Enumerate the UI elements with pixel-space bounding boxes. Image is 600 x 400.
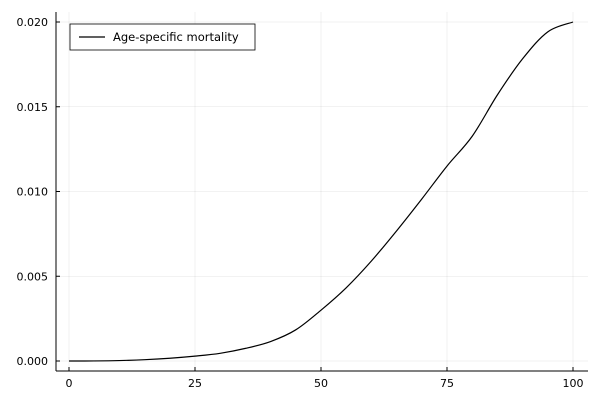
x-tick-label-2: 50: [314, 377, 328, 390]
y-tick-label-4: 0.020: [17, 16, 49, 29]
y-tick-label-3: 0.015: [17, 101, 49, 114]
x-tick-label-0: 0: [66, 377, 73, 390]
y-tick-label-1: 0.005: [17, 270, 49, 283]
grid: [56, 12, 588, 371]
legend-label-0: Age-specific mortality: [113, 30, 239, 44]
x-tick-label-3: 75: [440, 377, 454, 390]
x-tick-label-4: 100: [563, 377, 584, 390]
y-tick-label-0: 0.000: [17, 355, 49, 368]
axes: 0 25 50 75 100 0.000 0.005 0.010 0.015 0.020: [17, 12, 588, 390]
series-layer: [68, 21, 574, 362]
legend: Age-specific mortality: [69, 23, 256, 51]
series-line-0: [68, 21, 574, 362]
y-tick-label-2: 0.010: [17, 186, 49, 199]
x-tick-label-1: 25: [188, 377, 202, 390]
